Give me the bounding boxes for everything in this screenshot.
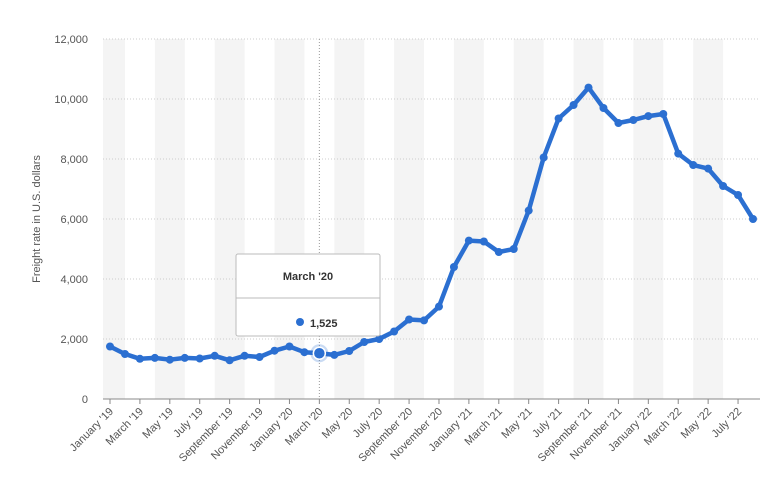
- point: [330, 350, 339, 359]
- y-tick-label: 4,000: [60, 274, 88, 286]
- point: [479, 237, 488, 246]
- tooltip: March '20 1,525: [235, 253, 381, 337]
- point: [449, 263, 458, 271]
- y-tick-label: 12,000: [54, 34, 88, 46]
- point: [180, 353, 189, 362]
- point: [644, 112, 653, 121]
- point: [405, 315, 414, 324]
- point: [494, 248, 503, 256]
- point: [150, 353, 159, 362]
- hover-point: [312, 346, 327, 360]
- point: [240, 351, 249, 360]
- y-tick-label: 10,000: [54, 94, 88, 106]
- point: [464, 236, 473, 245]
- point: [270, 346, 279, 355]
- point: [106, 342, 114, 351]
- point: [420, 316, 429, 325]
- point: [195, 354, 204, 363]
- tooltip-title: March '20: [283, 271, 333, 283]
- x-tick-label: May '21: [499, 406, 534, 441]
- point: [509, 245, 518, 253]
- point: [704, 164, 713, 173]
- x-tick-label: January '19: [68, 406, 116, 454]
- point: [165, 355, 174, 364]
- point: [629, 116, 638, 124]
- y-tick-label: 2,000: [60, 334, 88, 346]
- point: [390, 327, 399, 336]
- point: [569, 101, 578, 109]
- point: [135, 354, 144, 363]
- tooltip-box: [235, 253, 381, 337]
- point: [599, 104, 608, 112]
- band: [103, 39, 125, 399]
- point: [524, 206, 533, 215]
- x-tick-label: May '19: [140, 406, 175, 441]
- band: [513, 39, 544, 399]
- point: [614, 119, 623, 127]
- x-tick-label: July '22: [710, 406, 745, 441]
- point: [689, 161, 698, 169]
- point: [285, 342, 294, 351]
- point: [734, 191, 743, 199]
- band: [453, 39, 484, 399]
- y-axis-label: Freight rate in U.S. dollars: [31, 155, 43, 283]
- point: [120, 350, 129, 358]
- point: [255, 353, 264, 361]
- point: [719, 182, 728, 190]
- tooltip-value: 1,525: [310, 318, 338, 330]
- point: [659, 110, 668, 118]
- y-tick-label: 6,000: [60, 214, 88, 226]
- point: [210, 351, 219, 360]
- point: [345, 347, 354, 355]
- point: [674, 149, 683, 158]
- point: [300, 348, 309, 357]
- y-tick-label: 0: [82, 394, 88, 406]
- point: [539, 153, 548, 162]
- y-tick-label: 8,000: [60, 154, 88, 166]
- point: [375, 335, 384, 343]
- x-tick-label: May '20: [320, 406, 355, 441]
- tooltip-swatch: [296, 318, 304, 326]
- point: [434, 302, 443, 311]
- point: [360, 338, 369, 346]
- point: [554, 114, 563, 123]
- point: [749, 215, 757, 223]
- point: [225, 356, 234, 365]
- point: [584, 83, 593, 92]
- x-tick-label: May '22: [679, 406, 714, 441]
